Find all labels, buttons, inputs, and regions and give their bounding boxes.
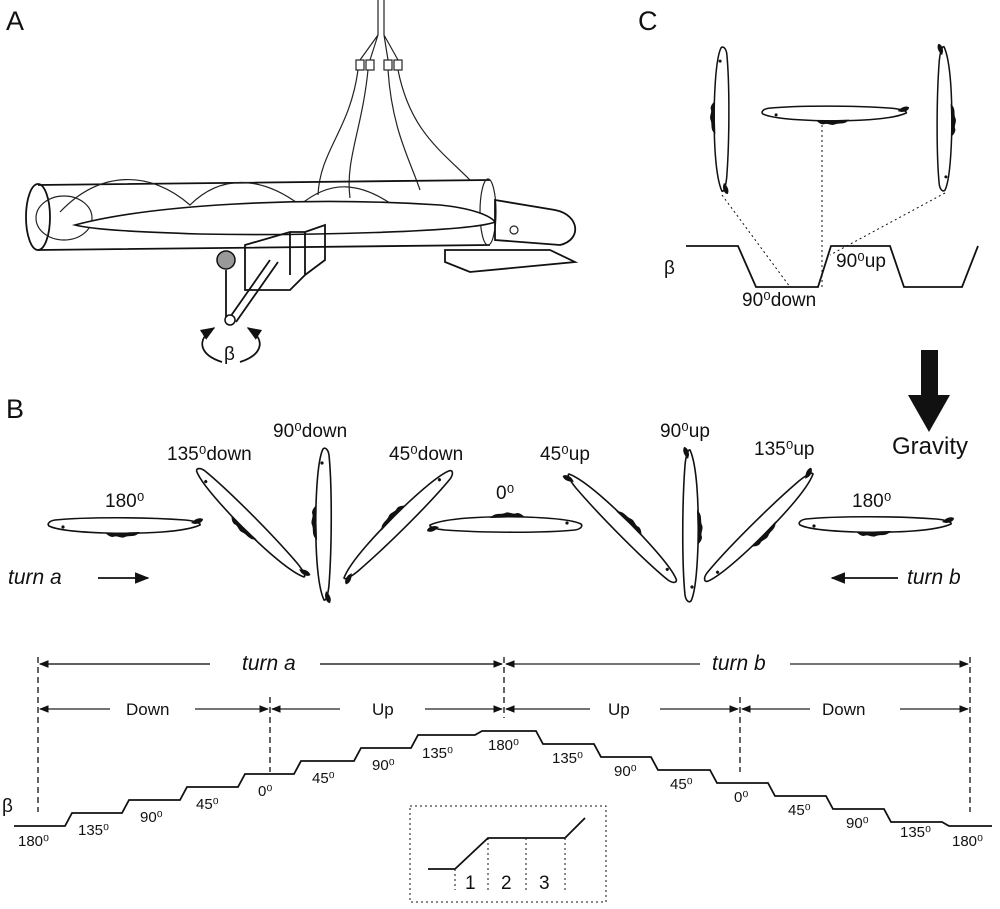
step-label: 45⁰ xyxy=(312,770,335,787)
turn-b-label: turn b xyxy=(907,566,961,589)
panel-b-letter: B xyxy=(6,394,24,424)
step-labels: 180⁰ 135⁰ 90⁰ 45⁰ 0⁰ 45⁰ 90⁰ 135⁰ 180⁰ 1… xyxy=(18,737,983,850)
orientation-label: 45⁰up xyxy=(540,444,590,465)
panel-c-letter: C xyxy=(638,6,658,36)
orientation-label: 180⁰ xyxy=(105,491,144,512)
inset-phase-label: 2 xyxy=(501,873,512,894)
panel-c-fish xyxy=(709,43,957,195)
step-label: 180⁰ xyxy=(488,737,519,754)
panel-a-beta: β xyxy=(224,344,235,365)
step-label: 135⁰ xyxy=(422,745,453,762)
panel-c-up-label: 90⁰up xyxy=(836,251,886,272)
turn-a-label: turn a xyxy=(8,566,62,589)
inset-phase-label: 1 xyxy=(465,873,476,894)
span-brackets xyxy=(38,657,971,812)
span-down-right: Down xyxy=(822,700,865,719)
step-label: 135⁰ xyxy=(552,750,583,767)
gravity-arrow-icon xyxy=(908,350,950,432)
span-down-left: Down xyxy=(126,700,169,719)
panel-c-beta-trace xyxy=(686,125,979,288)
step-label: 45⁰ xyxy=(670,776,693,793)
step-label: 135⁰ xyxy=(78,822,109,839)
inset-box xyxy=(409,805,607,903)
step-label: 180⁰ xyxy=(18,833,49,850)
step-label: 0⁰ xyxy=(734,789,748,806)
orientation-label: 180⁰ xyxy=(852,491,891,512)
panel-a-letter: A xyxy=(6,6,24,36)
panel-c-beta: β xyxy=(664,258,675,279)
orientation-label: 90⁰down xyxy=(273,421,347,442)
orientation-label: 45⁰down xyxy=(389,444,463,465)
span-turn-b: turn b xyxy=(712,652,766,675)
panel-b-beta: β xyxy=(2,796,13,817)
orientation-label: 90⁰up xyxy=(660,421,710,442)
step-label: 90⁰ xyxy=(372,757,395,774)
apparatus xyxy=(25,0,579,363)
orientation-label: 0⁰ xyxy=(496,483,514,504)
span-up-right: Up xyxy=(608,700,630,719)
span-up-left: Up xyxy=(372,700,394,719)
step-label: 0⁰ xyxy=(258,783,272,800)
panel-b-fish xyxy=(47,446,955,604)
step-label: 45⁰ xyxy=(788,802,811,819)
span-turn-a: turn a xyxy=(242,652,296,675)
orientation-label: 135⁰down xyxy=(167,444,252,465)
orientation-label: 135⁰up xyxy=(754,439,814,460)
panel-c-down-label: 90⁰down xyxy=(742,290,816,311)
step-label: 180⁰ xyxy=(952,833,983,850)
step-label: 90⁰ xyxy=(614,763,637,780)
beta-staircase xyxy=(14,730,992,827)
step-label: 90⁰ xyxy=(846,815,869,832)
step-label: 45⁰ xyxy=(196,796,219,813)
gravity-label: Gravity xyxy=(892,433,968,460)
step-label: 90⁰ xyxy=(140,809,163,826)
inset-phase-label: 3 xyxy=(539,873,550,894)
step-label: 135⁰ xyxy=(900,824,931,841)
